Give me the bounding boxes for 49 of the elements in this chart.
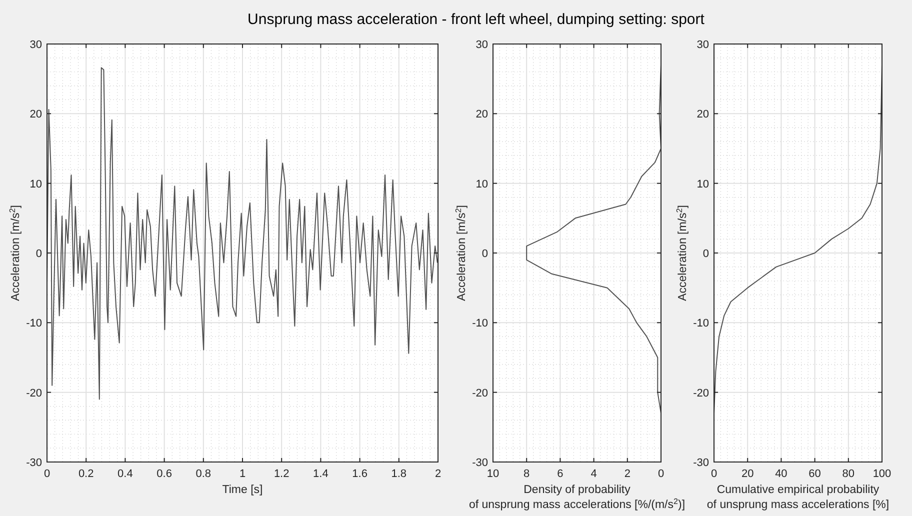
x-tick-label: 1.6 xyxy=(352,468,368,480)
y-tick-label: 10 xyxy=(476,178,488,190)
x-tick-label: 1.8 xyxy=(391,468,407,480)
y-tick-label: 20 xyxy=(30,108,42,121)
line-series xyxy=(46,67,438,400)
x-tick-label: 2 xyxy=(434,468,442,480)
x-tick-label: 0 xyxy=(44,468,50,480)
x-tick-label: 8 xyxy=(524,468,530,480)
x-tick-label: 0.4 xyxy=(118,468,133,480)
x-tick-label: 0 xyxy=(710,468,718,480)
x-axis-title: Density of probability of unsprung mass accelerations [%/(m/s$^{2}$)] xyxy=(468,484,686,511)
x-tick-label: 10 xyxy=(486,468,500,480)
y-tick-label: 30 xyxy=(476,39,488,51)
y-tick-label: -30 xyxy=(472,457,488,469)
y-tick-label: -30 xyxy=(26,457,42,469)
x-tick-label: 20 xyxy=(741,468,754,480)
x-axis-title: Cumulative empirical probability of unsprung mass accelerations [%] xyxy=(706,484,890,511)
y-tick-label: 10 xyxy=(30,178,42,190)
x-tick-label: 1.2 xyxy=(274,468,290,480)
x-tick-label: 100 xyxy=(872,468,892,480)
y-tick-label: 20 xyxy=(476,108,488,121)
x-tick-label: 0.2 xyxy=(78,468,94,480)
y-tick-label: -20 xyxy=(472,387,488,400)
x-tick-label: 0.6 xyxy=(156,468,172,480)
x-tick-label: 2 xyxy=(624,468,630,480)
y-tick-label: 20 xyxy=(696,108,709,121)
y-tick-label: -10 xyxy=(26,318,42,330)
x-axis-title: Time [s] xyxy=(222,484,263,496)
y-tick-label: -20 xyxy=(693,387,709,400)
x-tick-label: 1 xyxy=(239,468,246,480)
y-tick-label: -10 xyxy=(693,318,709,330)
x-tick-label: 6 xyxy=(557,468,564,480)
x-tick-label: 40 xyxy=(775,468,788,480)
x-tick-label: 60 xyxy=(808,468,821,480)
text: Unsprung mass acceleration - front left wheel, dumping setting: sport xyxy=(248,11,706,28)
x-tick-label: 0.8 xyxy=(196,468,212,480)
y-tick-label: 10 xyxy=(696,178,709,190)
y-tick-label: 0 xyxy=(36,248,42,260)
x-tick-label: 0 xyxy=(658,468,664,480)
x-tick-label: 80 xyxy=(842,468,855,480)
y-tick-label: -10 xyxy=(472,318,488,330)
y-tick-label: 0 xyxy=(482,248,488,260)
y-tick-label: 0 xyxy=(702,248,709,260)
y-tick-label: -20 xyxy=(26,387,42,400)
y-tick-label: 30 xyxy=(30,39,42,51)
y-tick-label: 30 xyxy=(696,39,709,51)
y-tick-label: -30 xyxy=(693,457,709,469)
x-tick-label: 1.4 xyxy=(313,468,328,480)
x-tick-label: 4 xyxy=(590,468,597,480)
